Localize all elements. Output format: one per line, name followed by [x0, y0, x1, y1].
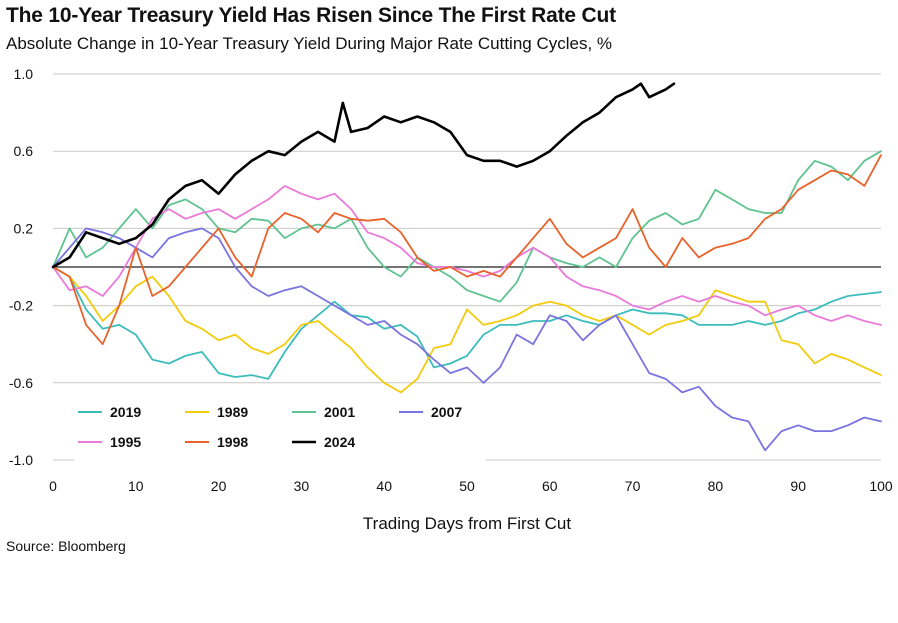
series-line-1989: [52, 266, 882, 394]
series-line-2007: [52, 227, 882, 452]
x-tick-label: 20: [211, 478, 227, 494]
x-tick-label: 90: [790, 478, 806, 494]
legend-label-1989: 1989: [217, 404, 248, 420]
x-tick-label: 80: [708, 478, 724, 494]
legend-label-2019: 2019: [110, 404, 141, 420]
series-line-2019: [52, 266, 882, 380]
series-line-2024: [51, 82, 676, 269]
x-tick-label: 30: [294, 478, 310, 494]
legend-label-2024: 2024: [324, 434, 355, 450]
legend-label-1995: 1995: [110, 434, 141, 450]
y-tick-label: -0.2: [9, 298, 33, 314]
legend: 2019 1989 2001 2007 1995 1998 2024: [78, 404, 462, 450]
x-tick-label: 10: [128, 478, 144, 494]
x-axis-label: Trading Days from First Cut: [363, 514, 571, 533]
legend-label-1998: 1998: [217, 434, 248, 450]
x-tick-label: 0: [49, 478, 57, 494]
chart-title: The 10-Year Treasury Yield Has Risen Sin…: [6, 4, 616, 27]
series-line-2001: [52, 150, 882, 303]
y-tick-label: 0.2: [14, 220, 34, 236]
source-note: Source: Bloomberg: [6, 538, 126, 554]
x-tick-label: 60: [542, 478, 558, 494]
chart-subtitle: Absolute Change in 10-Year Treasury Yiel…: [6, 34, 613, 53]
y-tick-label: -1.0: [9, 452, 33, 468]
x-tick-label: 40: [376, 478, 392, 494]
series-lines: [51, 82, 882, 452]
legend-label-2001: 2001: [324, 404, 355, 420]
y-tick-label: -0.6: [9, 375, 33, 391]
legend-background: [74, 398, 486, 462]
x-tick-label: 100: [869, 478, 893, 494]
x-tick-label: 70: [625, 478, 641, 494]
legend-label-2007: 2007: [431, 404, 462, 420]
series-line-1998: [52, 154, 882, 346]
axes: 1.0 0.6 0.2 -0.2 -0.6 -1.0 0 10 20 30 40 50 60 70 80 90…: [9, 66, 893, 494]
series-line-1995: [52, 184, 882, 326]
y-tick-label: 0.6: [14, 143, 34, 159]
y-tick-label: 1.0: [14, 66, 34, 82]
x-tick-label: 50: [459, 478, 475, 494]
